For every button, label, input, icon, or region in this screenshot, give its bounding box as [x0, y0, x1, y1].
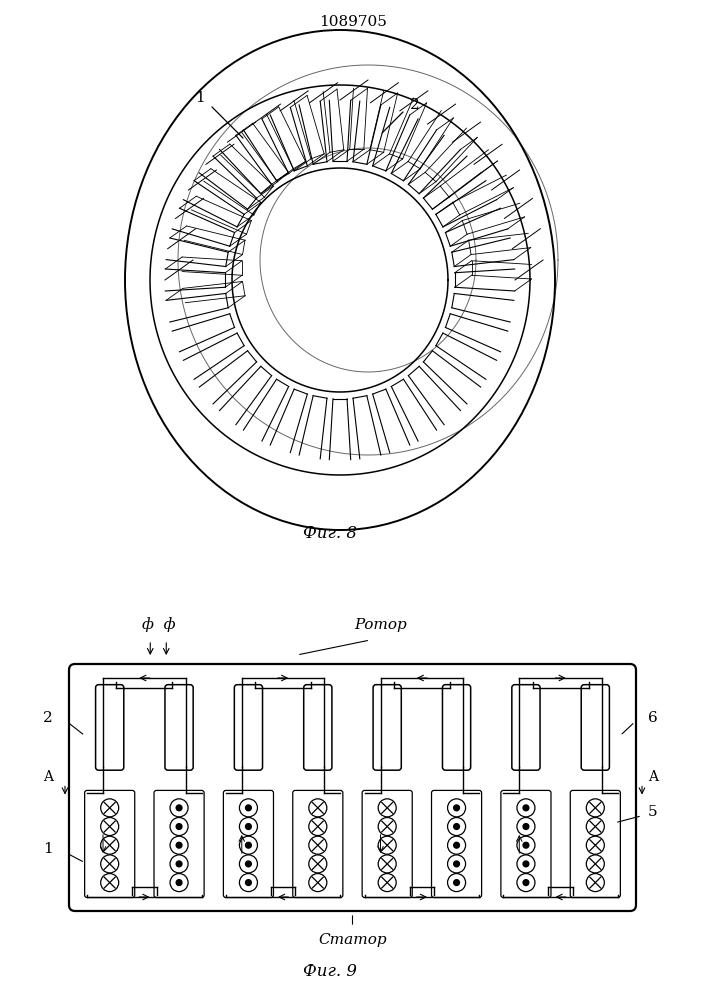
- Text: 1: 1: [43, 842, 53, 856]
- Circle shape: [309, 799, 327, 817]
- Circle shape: [454, 861, 460, 867]
- Circle shape: [245, 861, 251, 867]
- FancyBboxPatch shape: [304, 685, 332, 770]
- Circle shape: [448, 836, 466, 854]
- Circle shape: [378, 855, 396, 873]
- Circle shape: [240, 855, 257, 873]
- Text: A: A: [43, 770, 53, 784]
- Circle shape: [454, 880, 460, 885]
- FancyBboxPatch shape: [512, 685, 540, 770]
- Circle shape: [454, 824, 460, 829]
- Circle shape: [240, 874, 257, 892]
- FancyBboxPatch shape: [165, 685, 193, 770]
- Circle shape: [170, 874, 188, 892]
- Circle shape: [245, 880, 251, 885]
- Circle shape: [517, 818, 535, 836]
- FancyBboxPatch shape: [293, 790, 343, 898]
- Text: 5: 5: [648, 805, 658, 819]
- Circle shape: [309, 818, 327, 836]
- Circle shape: [454, 842, 460, 848]
- Circle shape: [309, 836, 327, 854]
- Circle shape: [378, 799, 396, 817]
- Text: 2: 2: [43, 711, 53, 725]
- Circle shape: [240, 836, 257, 854]
- Circle shape: [448, 874, 466, 892]
- FancyBboxPatch shape: [85, 790, 135, 898]
- Circle shape: [586, 836, 604, 854]
- Circle shape: [378, 818, 396, 836]
- Circle shape: [100, 818, 119, 836]
- Text: Фиг. 9: Фиг. 9: [303, 963, 357, 980]
- Circle shape: [170, 799, 188, 817]
- FancyBboxPatch shape: [501, 790, 551, 898]
- Text: A: A: [648, 770, 658, 784]
- Text: 1089705: 1089705: [319, 15, 387, 29]
- Circle shape: [176, 861, 182, 867]
- Circle shape: [523, 861, 529, 867]
- Text: 6: 6: [648, 711, 658, 725]
- Text: ф  ф: ф ф: [141, 617, 175, 632]
- Circle shape: [245, 824, 251, 829]
- Circle shape: [170, 836, 188, 854]
- Circle shape: [523, 880, 529, 885]
- Circle shape: [523, 805, 529, 811]
- Circle shape: [309, 874, 327, 892]
- Circle shape: [100, 836, 119, 854]
- Circle shape: [448, 855, 466, 873]
- Circle shape: [517, 874, 535, 892]
- Circle shape: [309, 855, 327, 873]
- FancyBboxPatch shape: [95, 685, 124, 770]
- Circle shape: [454, 805, 460, 811]
- FancyBboxPatch shape: [443, 685, 471, 770]
- Circle shape: [176, 824, 182, 829]
- FancyBboxPatch shape: [234, 685, 262, 770]
- Circle shape: [523, 842, 529, 848]
- Text: Фиг. 8: Фиг. 8: [303, 525, 357, 542]
- Text: Статор: Статор: [318, 933, 387, 947]
- Circle shape: [100, 874, 119, 892]
- FancyBboxPatch shape: [373, 685, 402, 770]
- FancyBboxPatch shape: [431, 790, 481, 898]
- Circle shape: [245, 842, 251, 848]
- Circle shape: [448, 799, 466, 817]
- Circle shape: [176, 842, 182, 848]
- FancyBboxPatch shape: [223, 790, 274, 898]
- Text: 1: 1: [195, 91, 205, 105]
- Circle shape: [240, 818, 257, 836]
- Circle shape: [448, 818, 466, 836]
- Circle shape: [378, 874, 396, 892]
- Circle shape: [245, 805, 251, 811]
- FancyBboxPatch shape: [581, 685, 609, 770]
- Circle shape: [100, 799, 119, 817]
- Text: 2: 2: [410, 98, 420, 112]
- Circle shape: [517, 855, 535, 873]
- FancyBboxPatch shape: [154, 790, 204, 898]
- Circle shape: [240, 799, 257, 817]
- Circle shape: [523, 824, 529, 829]
- FancyBboxPatch shape: [362, 790, 412, 898]
- Circle shape: [586, 874, 604, 892]
- Circle shape: [517, 836, 535, 854]
- Circle shape: [378, 836, 396, 854]
- Circle shape: [170, 855, 188, 873]
- Circle shape: [586, 818, 604, 836]
- FancyBboxPatch shape: [571, 790, 620, 898]
- Circle shape: [586, 799, 604, 817]
- Circle shape: [176, 880, 182, 885]
- Circle shape: [176, 805, 182, 811]
- Circle shape: [100, 855, 119, 873]
- Circle shape: [170, 818, 188, 836]
- Circle shape: [517, 799, 535, 817]
- Text: Ротор: Ротор: [354, 618, 407, 632]
- Circle shape: [586, 855, 604, 873]
